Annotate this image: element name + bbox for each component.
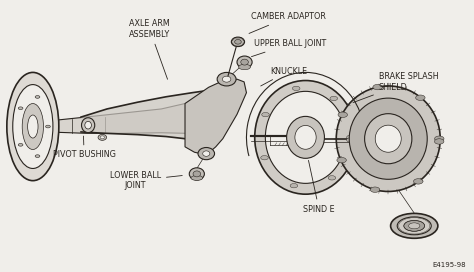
Ellipse shape <box>18 143 23 146</box>
Text: BRAKE SPLASH
SHIELD: BRAKE SPLASH SHIELD <box>353 72 438 103</box>
Ellipse shape <box>238 64 250 70</box>
Ellipse shape <box>330 96 337 101</box>
Ellipse shape <box>292 86 300 91</box>
Ellipse shape <box>404 220 425 231</box>
Polygon shape <box>81 76 225 143</box>
Ellipse shape <box>409 223 420 229</box>
Ellipse shape <box>365 114 412 164</box>
Ellipse shape <box>375 125 401 152</box>
Ellipse shape <box>235 39 241 44</box>
Ellipse shape <box>241 59 248 65</box>
Ellipse shape <box>35 95 40 98</box>
Text: PIVOT BUSHING: PIVOT BUSHING <box>53 136 116 159</box>
Ellipse shape <box>435 139 444 144</box>
Ellipse shape <box>262 112 269 117</box>
Text: E4195-98: E4195-98 <box>433 262 466 268</box>
Ellipse shape <box>416 95 425 100</box>
Ellipse shape <box>370 187 380 192</box>
Ellipse shape <box>237 56 252 68</box>
Ellipse shape <box>346 138 354 142</box>
Ellipse shape <box>98 134 107 140</box>
Ellipse shape <box>336 86 440 191</box>
Ellipse shape <box>18 107 23 110</box>
Ellipse shape <box>391 214 438 238</box>
Ellipse shape <box>346 135 354 140</box>
Text: UPPER BALL JOINT: UPPER BALL JOINT <box>251 39 326 57</box>
Ellipse shape <box>290 184 298 188</box>
Ellipse shape <box>231 37 245 47</box>
Ellipse shape <box>222 76 231 82</box>
Text: AXLE ARM
ASSEMBLY: AXLE ARM ASSEMBLY <box>129 19 170 79</box>
Ellipse shape <box>198 147 215 160</box>
Ellipse shape <box>217 72 236 86</box>
Polygon shape <box>350 135 362 143</box>
Ellipse shape <box>27 115 38 138</box>
Ellipse shape <box>100 136 104 139</box>
Ellipse shape <box>22 104 44 150</box>
Text: KNUCKLE: KNUCKLE <box>261 67 307 86</box>
Ellipse shape <box>189 168 204 180</box>
Ellipse shape <box>7 72 59 181</box>
Text: CAMBER ADAPTOR: CAMBER ADAPTOR <box>249 13 326 33</box>
Ellipse shape <box>373 84 383 90</box>
Text: LOWER BALL
JOINT: LOWER BALL JOINT <box>110 171 182 190</box>
Ellipse shape <box>265 91 346 183</box>
Ellipse shape <box>203 151 210 156</box>
Ellipse shape <box>191 175 203 180</box>
Ellipse shape <box>338 112 347 118</box>
Ellipse shape <box>82 118 95 133</box>
Ellipse shape <box>328 176 336 180</box>
Ellipse shape <box>46 125 50 128</box>
Ellipse shape <box>295 125 316 149</box>
Polygon shape <box>47 104 185 133</box>
Ellipse shape <box>193 171 201 177</box>
Ellipse shape <box>337 157 346 163</box>
Ellipse shape <box>287 116 324 158</box>
Ellipse shape <box>435 136 444 141</box>
Ellipse shape <box>255 81 356 194</box>
Text: SPIND E: SPIND E <box>303 160 335 214</box>
Ellipse shape <box>397 217 431 235</box>
Ellipse shape <box>349 98 427 179</box>
Ellipse shape <box>13 85 53 168</box>
Ellipse shape <box>261 156 268 160</box>
Ellipse shape <box>85 121 91 129</box>
Ellipse shape <box>35 155 40 157</box>
Ellipse shape <box>413 179 423 184</box>
Polygon shape <box>185 79 246 155</box>
